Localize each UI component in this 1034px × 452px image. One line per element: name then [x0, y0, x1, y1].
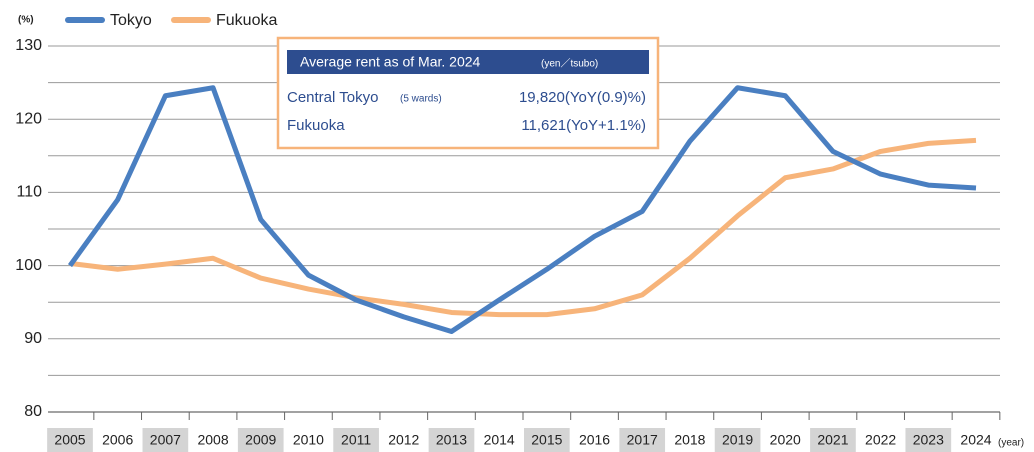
x-label-cell	[524, 428, 570, 452]
x-tick-label: 2009	[245, 432, 276, 448]
x-tick-label: 2010	[293, 432, 324, 448]
line-series	[69, 137, 977, 318]
x-tick-label: 2011	[341, 432, 371, 448]
x-tick-label: 2015	[531, 432, 562, 448]
x-tick-label: 2018	[674, 432, 705, 448]
x-tick-label: 2008	[197, 432, 228, 448]
x-tick-label: 2017	[627, 432, 658, 448]
x-tick-label: 2012	[388, 432, 419, 448]
legend-label: Tokyo	[110, 12, 152, 29]
y-tick-label: 90	[24, 330, 42, 347]
x-label-cell	[571, 428, 618, 452]
x-tick-label: 2013	[436, 432, 467, 448]
info-row-value: 11,621(YoY+1.1%)	[521, 117, 646, 134]
x-label-cell	[285, 428, 332, 452]
x-tick-label: 2016	[579, 432, 610, 448]
x-tick-label: 2007	[150, 432, 181, 448]
x-label-cell	[428, 428, 475, 452]
x-tick-label: 2006	[102, 432, 133, 448]
x-label-cell	[380, 428, 427, 452]
y-tick-label: 110	[16, 184, 42, 201]
y-unit-label: (%)	[18, 15, 34, 26]
y-tick-label: 80	[24, 403, 42, 420]
x-tick-label: 2020	[770, 432, 801, 448]
x-label-cell	[190, 428, 236, 452]
x-tick-label: 2022	[865, 432, 896, 448]
x-label-cell	[810, 428, 856, 452]
x-tick-label: 2021	[817, 432, 848, 448]
info-row-sublabel: (5 wards)	[400, 94, 442, 105]
info-title: Average rent as of Mar. 2024	[300, 54, 481, 70]
y-tick-label: 130	[15, 37, 42, 54]
x-unit-label: (year)	[998, 438, 1024, 449]
info-row-value: 19,820(YoY(0.9)%)	[519, 89, 646, 106]
x-label-cell	[47, 428, 93, 452]
x-label-cell	[762, 428, 809, 452]
x-tick-label: 2005	[54, 432, 85, 448]
x-label-cell	[476, 428, 522, 452]
x-tick-label: 2019	[722, 432, 753, 448]
y-tick-label: 120	[15, 110, 42, 127]
x-label-cell	[237, 428, 284, 452]
info-title-unit: (yen／tsubo)	[541, 58, 598, 70]
info-title-bar	[287, 50, 649, 74]
x-label-cell	[714, 428, 761, 452]
info-row-label: Central Tokyo	[287, 89, 378, 106]
x-label-cell	[667, 428, 713, 452]
x-label-cell	[142, 428, 189, 452]
info-row-label: Fukuoka	[287, 117, 345, 134]
x-label-cell	[94, 428, 141, 452]
y-tick-label: 100	[15, 257, 42, 274]
x-label-cell	[333, 428, 379, 452]
line-series	[67, 85, 977, 334]
x-tick-label: 2023	[913, 432, 944, 448]
x-tick-label: 2024	[960, 432, 991, 448]
x-label-cell	[857, 428, 904, 452]
legend-label: Fukuoka	[216, 12, 277, 29]
x-label-cell	[905, 428, 952, 452]
x-tick-label: 2014	[484, 432, 515, 448]
x-label-cell	[619, 428, 666, 452]
x-label-cell	[953, 428, 999, 452]
